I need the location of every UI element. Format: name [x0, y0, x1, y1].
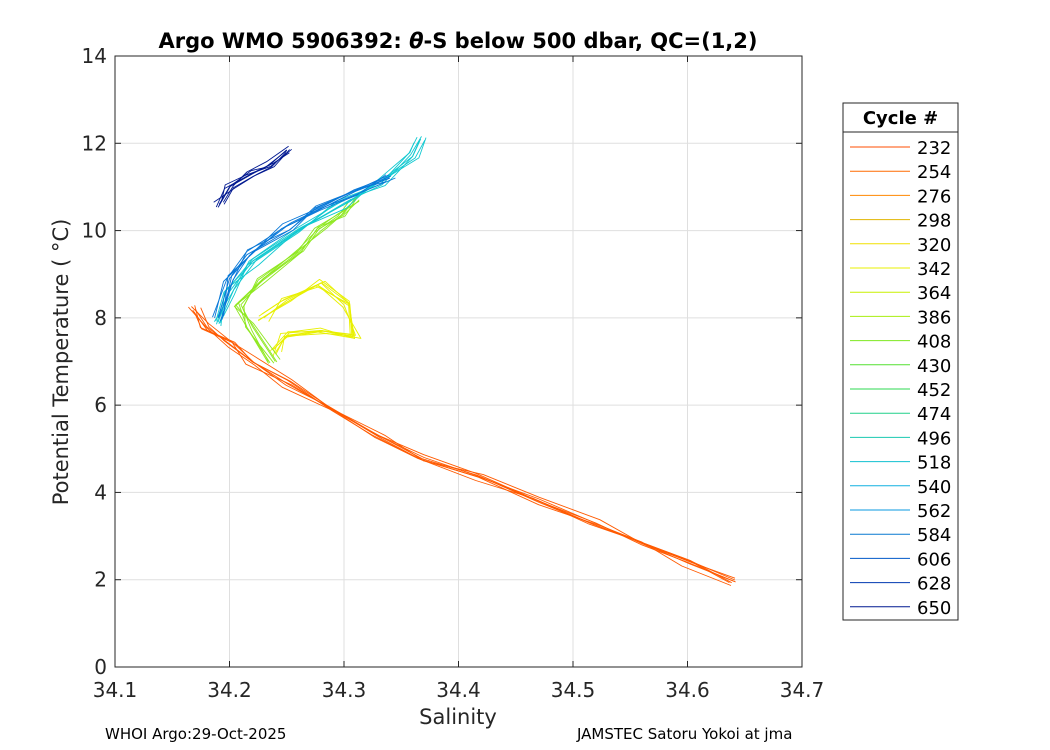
trace-line	[218, 174, 387, 318]
legend-label: 386	[917, 307, 951, 328]
trace-line	[213, 152, 287, 203]
trace-line	[217, 150, 288, 208]
trace-line	[194, 305, 736, 579]
legend-label: 232	[917, 138, 951, 159]
legend-title: Cycle #	[863, 108, 938, 129]
y-tick-label: 8	[94, 306, 107, 330]
x-tick-label: 34.6	[665, 678, 710, 702]
trace-line	[243, 200, 360, 364]
y-tick-label: 14	[82, 44, 107, 68]
legend-label: 276	[917, 186, 951, 207]
trace-line	[233, 195, 359, 360]
x-tick-label: 34.7	[780, 678, 825, 702]
x-tick-label: 34.2	[207, 678, 252, 702]
legend-label: 518	[917, 453, 951, 474]
x-tick-label: 34.3	[322, 678, 367, 702]
traces	[188, 136, 736, 586]
chart-title: Argo WMO 5906392: θ-S below 500 dbar, QC…	[158, 29, 757, 53]
y-tick-label: 12	[82, 131, 107, 155]
x-tick-label: 34.5	[551, 678, 596, 702]
legend-label: 452	[917, 380, 951, 401]
trace-line	[261, 284, 356, 350]
trace-line	[218, 141, 420, 324]
trace-line	[219, 142, 415, 324]
legend-label: 474	[917, 404, 951, 425]
legend-label: 254	[917, 162, 951, 183]
legend-label: 496	[917, 428, 951, 449]
ticks: 34.1 34.2 34.3 34.4 34.5 34.6 34.7 0 2 4 6 8 10 12 14	[82, 44, 825, 702]
legend-label: 364	[917, 283, 951, 304]
trace-line	[257, 282, 351, 352]
trace-line	[214, 175, 391, 319]
trace-line	[216, 136, 422, 325]
y-axis-label: Potential Temperature ( °C)	[49, 219, 73, 506]
y-tick-label: 0	[94, 655, 107, 679]
legend-label: 298	[917, 211, 951, 232]
legend-label: 562	[917, 501, 951, 522]
legend-label: 540	[917, 477, 951, 498]
footer-right: JAMSTEC Satoru Yokoi at jma	[577, 725, 793, 743]
y-tick-label: 4	[94, 480, 107, 504]
legend: Cycle # 232 254 276 298 320 342 364 386 408 430 452…	[842, 102, 959, 621]
footer-left: WHOI Argo:29-Oct-2025	[105, 725, 287, 743]
legend-label: 408	[917, 332, 951, 353]
legend-label: 584	[917, 525, 951, 546]
x-axis-label: Salinity	[419, 705, 497, 729]
y-tick-label: 10	[82, 219, 107, 243]
legend-label: 650	[917, 598, 951, 619]
y-tick-label: 2	[94, 568, 107, 592]
legend-label: 606	[917, 549, 951, 570]
legend-label: 430	[917, 356, 951, 377]
legend-label: 628	[917, 574, 951, 595]
legend-label: 342	[917, 259, 951, 280]
x-tick-label: 34.1	[93, 678, 138, 702]
x-tick-label: 34.4	[436, 678, 481, 702]
trace-line	[217, 138, 422, 323]
y-tick-label: 6	[94, 393, 107, 417]
legend-label: 320	[917, 235, 951, 256]
